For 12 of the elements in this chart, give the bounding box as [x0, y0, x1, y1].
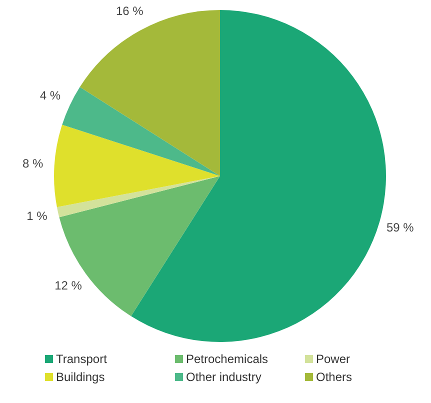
data-label: 8 %: [22, 156, 44, 171]
legend-label: Petrochemicals: [186, 352, 268, 366]
legend-label: Others: [316, 370, 352, 384]
data-label: 12 %: [54, 278, 82, 293]
data-label: 59 %: [386, 220, 414, 235]
legend-label: Buildings: [56, 370, 105, 384]
data-label: 1 %: [26, 209, 48, 224]
data-label: 4 %: [40, 88, 61, 102]
legend-label: Other industry: [186, 370, 262, 384]
data-label: 16 %: [116, 4, 144, 18]
legend-label: Transport: [56, 352, 107, 366]
legend-label: Power: [316, 352, 350, 366]
